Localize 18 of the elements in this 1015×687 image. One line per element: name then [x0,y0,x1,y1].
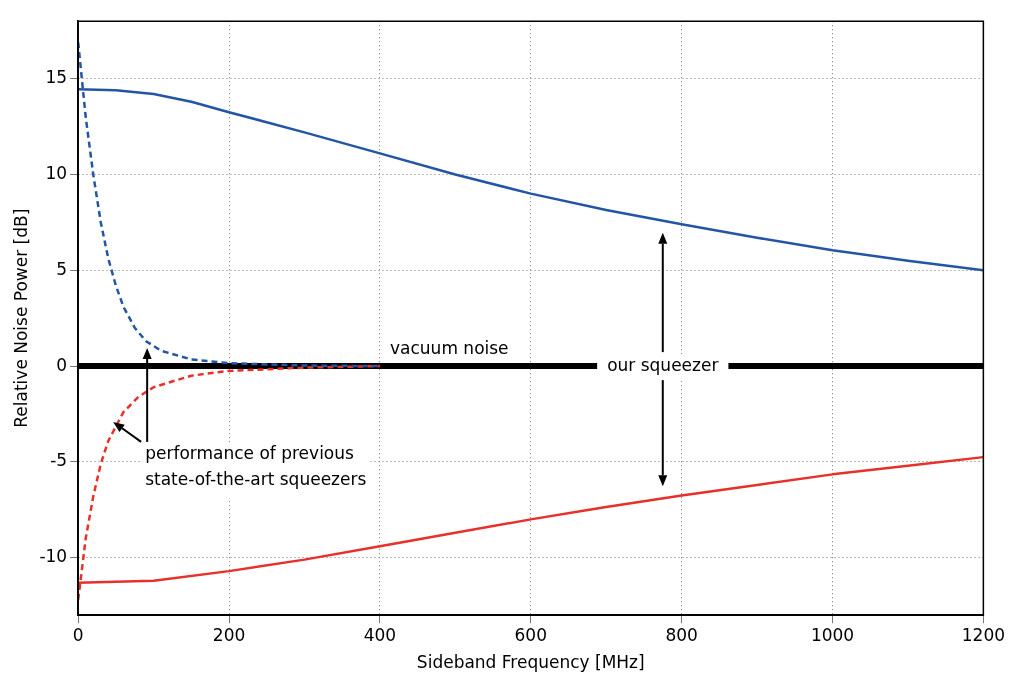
x-tick-label: 1000 [810,624,855,645]
y-tick-label: -10 [39,546,68,567]
x-tick-label: 1200 [961,624,1005,645]
x-tick-label: 0 [72,624,84,645]
x-tick-label: 800 [665,624,698,645]
ref-line-label: vacuum noise [390,338,509,359]
x-axis-title: Sideband Frequency [MHz] [416,652,645,673]
y-tick-label: 10 [45,162,68,183]
x-tick-label: 400 [363,624,397,645]
y-tick-label: -5 [50,450,68,471]
y-tick-label: 5 [56,258,68,279]
x-tick-label: 600 [514,624,547,645]
y-axis-title: Relative Noise Power [dB] [10,208,31,428]
y-tick-label: 15 [45,67,68,88]
annotation: performance of previous state-of-the-art squeezers [145,442,367,489]
x-tick-label: 200 [212,624,246,645]
y-tick-label: 0 [56,354,68,375]
annotation: our squeezer [607,354,719,375]
